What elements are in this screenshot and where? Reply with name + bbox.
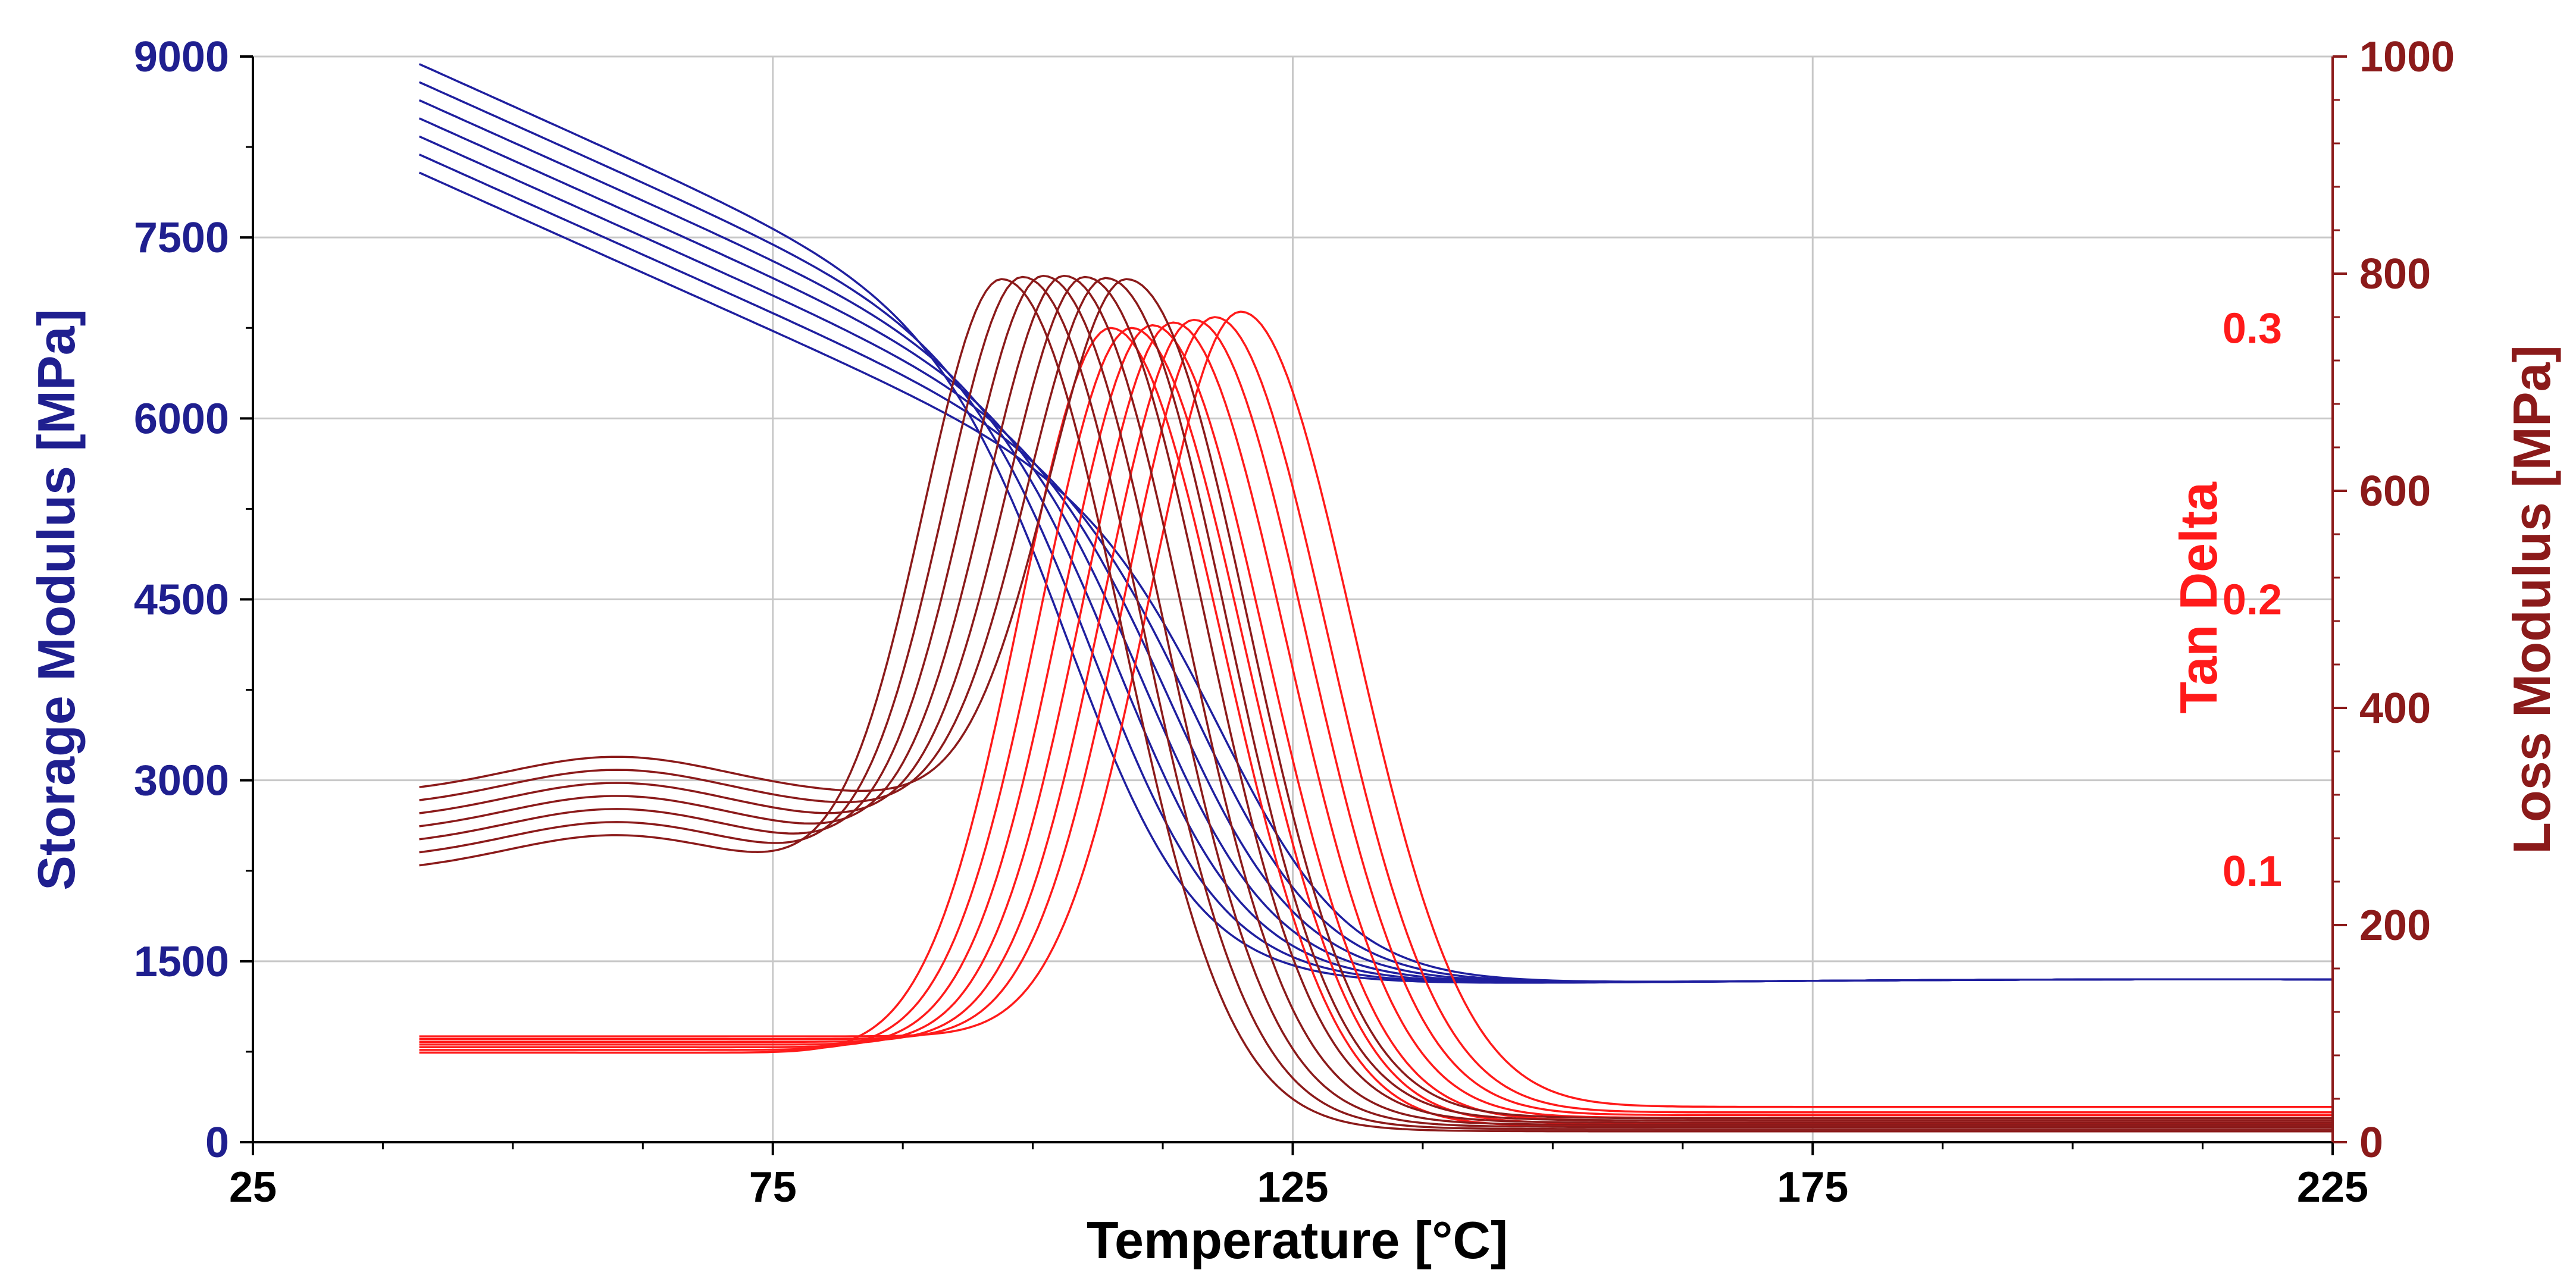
x-tick-label: 125 [1257, 1164, 1328, 1211]
series-line [419, 274, 2333, 1126]
series-line [418, 171, 2333, 983]
series-line [419, 274, 2333, 1129]
plot-curves [418, 63, 2333, 1133]
left-tick-label: 7500 [134, 214, 229, 262]
series-line [419, 275, 2333, 1130]
grid [253, 55, 2333, 1142]
series-line [419, 278, 2333, 1133]
series-line [419, 318, 2333, 1117]
series-line [419, 316, 2333, 1114]
series-line [419, 275, 2333, 1124]
right-tick-label: 1000 [2359, 33, 2455, 81]
left-tick-label: 9000 [134, 33, 229, 81]
right-axis-title: Loss Modulus [MPa] [2502, 345, 2561, 854]
series-line [419, 311, 2333, 1108]
left-tick-label: 0 [205, 1119, 229, 1167]
series-group [418, 63, 2333, 984]
series-line [419, 278, 2333, 1120]
tan-tick-label: 0.1 [2223, 848, 2282, 895]
right-tick-label: 600 [2359, 468, 2431, 515]
series-line [419, 277, 2333, 1122]
x-tick-label: 25 [229, 1164, 277, 1211]
x-axis-title: Temperature [°C] [1087, 1211, 1508, 1270]
right-tick-label: 800 [2359, 250, 2431, 298]
tan-tick-label: 0.2 [2223, 576, 2282, 624]
series-line [419, 327, 2333, 1127]
left-axis-title: Storage Modulus [MPa] [27, 309, 86, 891]
tan-tick-label: 0.3 [2223, 305, 2282, 352]
left-tick-label: 1500 [134, 938, 229, 986]
right-tick-label: 400 [2359, 685, 2431, 732]
axis-ticks: 25 75 125 175 225015003000450060007500900002… [134, 33, 2455, 1211]
x-tick-label: 225 [2297, 1164, 2368, 1211]
x-tick-label: 175 [1777, 1164, 1848, 1211]
right-tick-label: 200 [2359, 902, 2431, 949]
tan-axis-title: Tan Delta [2169, 481, 2228, 714]
left-tick-label: 3000 [134, 757, 229, 805]
series-group [419, 274, 2333, 1133]
left-tick-label: 4500 [134, 576, 229, 624]
right-tick-label: 0 [2359, 1119, 2383, 1167]
x-tick-label: 75 [749, 1164, 797, 1211]
left-tick-label: 6000 [134, 395, 229, 443]
